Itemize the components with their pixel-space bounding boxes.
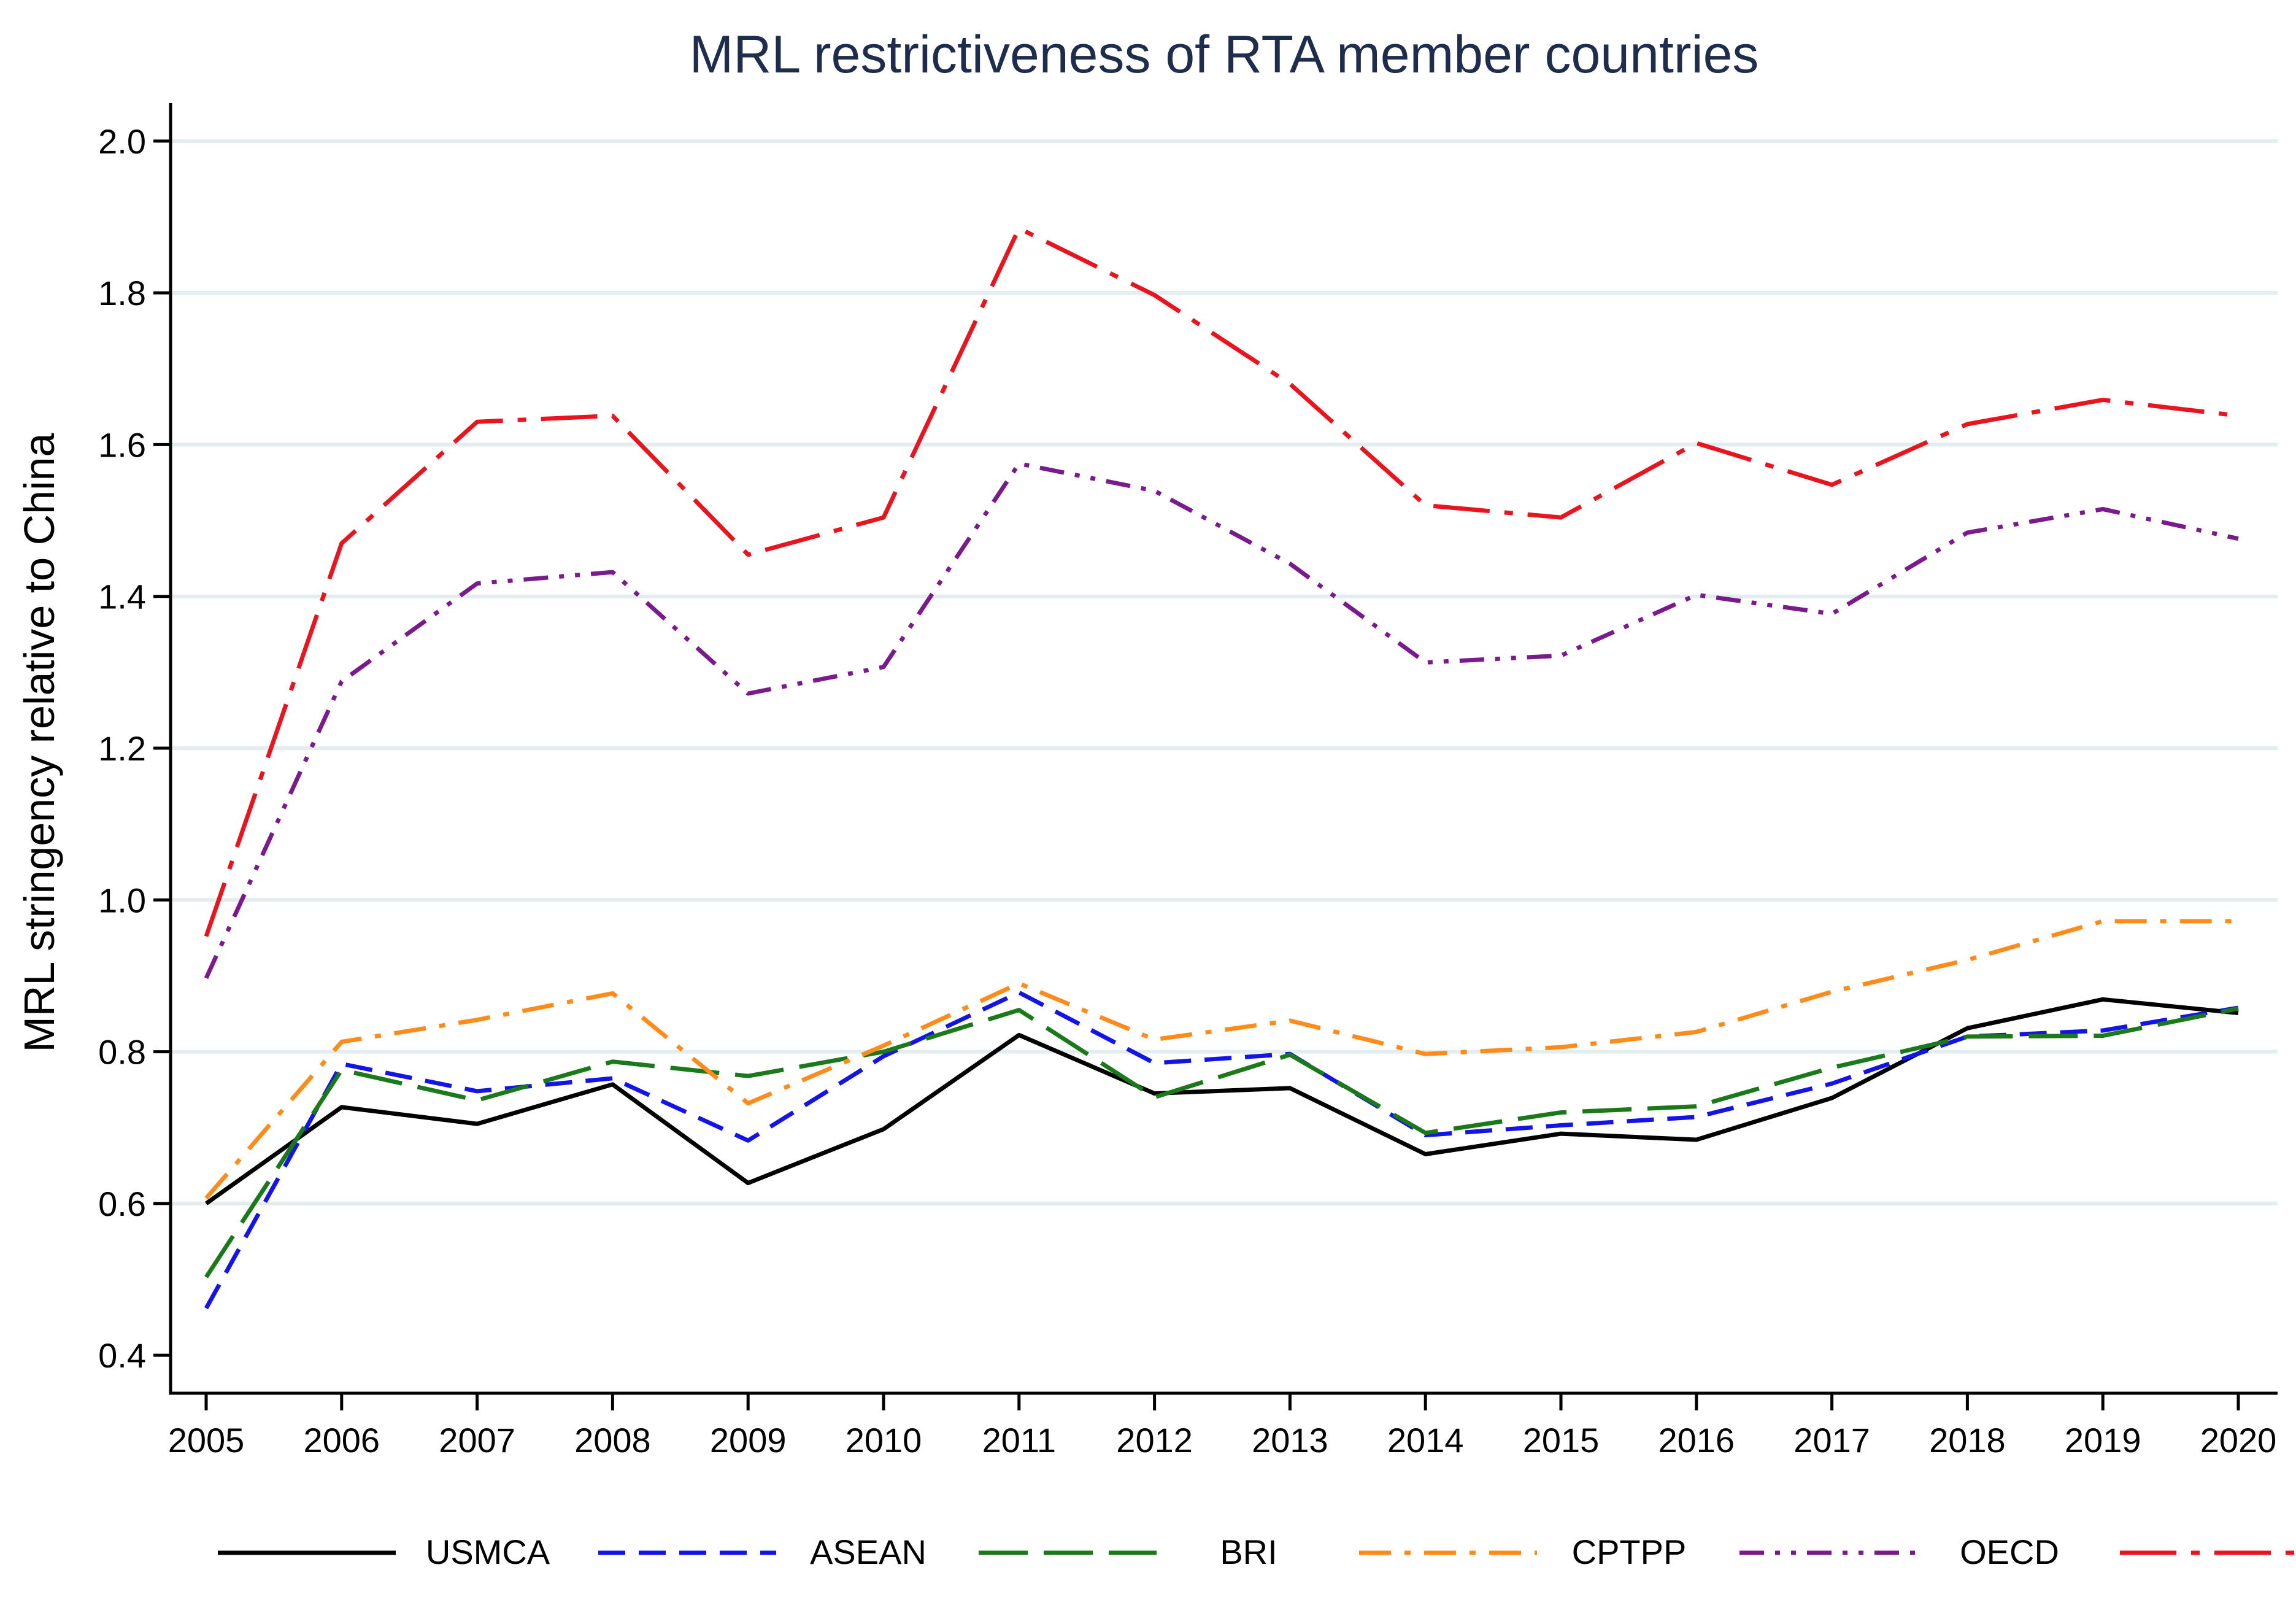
y-tick-label: 0.8 xyxy=(98,1033,146,1072)
legend: USMCAASEANBRICPTPPOECDEU xyxy=(218,1533,2296,1571)
x-tick-label: 2010 xyxy=(846,1421,922,1460)
x-tick-label: 2016 xyxy=(1658,1421,1735,1460)
y-axis-label: MRL stringency relative to China xyxy=(15,433,63,1052)
series-line-bri xyxy=(204,1006,2239,1278)
y-tick-label: 2.0 xyxy=(98,122,146,161)
y-tick-label: 1.0 xyxy=(98,881,146,919)
x-tick-label: 2009 xyxy=(710,1421,787,1460)
x-tick-label: 2014 xyxy=(1387,1421,1464,1460)
x-tick-label: 2012 xyxy=(1116,1421,1193,1460)
y-tick-label: 1.8 xyxy=(98,274,146,312)
y-axis-ticks: 0.4 0.6 0.8 1.0 1.2 1.4 1.6 1.8 2.0 xyxy=(98,122,171,1375)
x-tick-label: 2005 xyxy=(168,1421,245,1460)
x-tick-label: 2011 xyxy=(982,1421,1056,1460)
x-tick-label: 2008 xyxy=(574,1421,651,1460)
chart-title: MRL restrictiveness of RTA member countr… xyxy=(690,25,1759,84)
series-line-cptpp xyxy=(204,919,2238,1200)
x-tick-label: 2013 xyxy=(1252,1421,1328,1460)
x-tick-label: 2019 xyxy=(2065,1421,2141,1460)
x-axis-ticks: 2005 2006 2007 2008 2009 2010 2011 2012 2013 2014… xyxy=(168,1393,2277,1460)
x-tick-label: 2007 xyxy=(439,1421,515,1460)
series-lines xyxy=(204,226,2239,1310)
legend-label-asean: ASEAN xyxy=(810,1533,926,1571)
x-tick-label: 2006 xyxy=(304,1421,380,1460)
legend-label-oecd: OECD xyxy=(1960,1533,2059,1571)
x-tick-label: 2020 xyxy=(2200,1421,2277,1460)
legend-label-cptpp: CPTPP xyxy=(1572,1533,1687,1571)
y-tick-label: 0.4 xyxy=(98,1336,146,1375)
y-tick-label: 1.4 xyxy=(98,578,146,616)
axis-frame xyxy=(169,103,2278,1395)
series-line-asean xyxy=(204,990,2239,1310)
legend-label-bri: BRI xyxy=(1220,1533,1277,1571)
series-line-oecd xyxy=(204,461,2239,980)
legend-label-usmca: USMCA xyxy=(426,1533,550,1571)
gridlines xyxy=(171,139,2278,1205)
series-line-eu xyxy=(204,226,2239,937)
y-tick-label: 0.6 xyxy=(98,1185,146,1223)
y-tick-label: 1.2 xyxy=(98,729,146,768)
x-tick-label: 2015 xyxy=(1523,1421,1600,1460)
axes xyxy=(169,103,2278,1395)
series-line-usmca xyxy=(204,997,2239,1205)
y-tick-label: 1.6 xyxy=(98,425,146,464)
x-tick-label: 2018 xyxy=(1929,1421,2006,1460)
x-tick-label: 2017 xyxy=(1793,1421,1870,1460)
